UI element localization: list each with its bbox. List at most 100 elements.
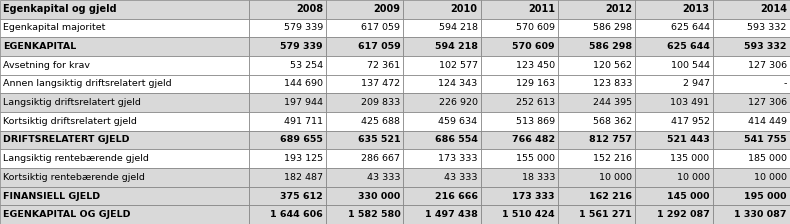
Text: 812 757: 812 757	[589, 136, 632, 144]
Text: Annen langsiktig driftsrelatert gjeld: Annen langsiktig driftsrelatert gjeld	[3, 80, 171, 88]
Bar	[635, 112, 713, 131]
Text: 586 298: 586 298	[589, 42, 632, 51]
Text: EGENKAPITAL OG GJELD: EGENKAPITAL OG GJELD	[3, 210, 130, 219]
Bar	[326, 93, 404, 112]
Bar	[0, 168, 249, 187]
Text: 1 561 271: 1 561 271	[579, 210, 632, 219]
Bar	[558, 187, 635, 205]
Text: 144 690: 144 690	[284, 80, 323, 88]
Bar	[635, 131, 713, 149]
Text: 124 343: 124 343	[438, 80, 478, 88]
Text: Egenkapital majoritet: Egenkapital majoritet	[3, 24, 106, 32]
Bar	[326, 205, 404, 224]
Bar	[404, 168, 481, 187]
Text: 216 666: 216 666	[435, 192, 478, 200]
Text: 617 059: 617 059	[361, 24, 401, 32]
Bar	[249, 37, 326, 56]
Text: 103 491: 103 491	[671, 98, 709, 107]
Text: 414 449: 414 449	[748, 117, 787, 126]
Text: 513 869: 513 869	[516, 117, 555, 126]
Text: Langsiktig driftsrelatert gjeld: Langsiktig driftsrelatert gjeld	[3, 98, 141, 107]
Text: 1 582 580: 1 582 580	[348, 210, 401, 219]
Text: 568 362: 568 362	[593, 117, 632, 126]
Bar	[0, 131, 249, 149]
Text: 195 000: 195 000	[744, 192, 787, 200]
Bar	[713, 75, 790, 93]
Bar	[0, 0, 249, 19]
Bar	[0, 149, 249, 168]
Text: 226 920: 226 920	[438, 98, 478, 107]
Bar	[0, 56, 249, 75]
Text: 173 333: 173 333	[513, 192, 555, 200]
Text: 162 216: 162 216	[589, 192, 632, 200]
Text: 53 254: 53 254	[290, 61, 323, 70]
Text: FINANSIELL GJELD: FINANSIELL GJELD	[3, 192, 100, 200]
Text: 617 059: 617 059	[358, 42, 401, 51]
Bar	[713, 19, 790, 37]
Text: 100 544: 100 544	[671, 61, 709, 70]
Text: 286 667: 286 667	[361, 154, 401, 163]
Bar	[635, 187, 713, 205]
Bar	[713, 56, 790, 75]
Bar	[404, 56, 481, 75]
Bar	[249, 56, 326, 75]
Text: 127 306: 127 306	[747, 61, 787, 70]
Text: 120 562: 120 562	[593, 61, 632, 70]
Text: 2009: 2009	[373, 4, 401, 14]
Text: 18 333: 18 333	[521, 173, 555, 182]
Bar	[558, 131, 635, 149]
Text: 123 450: 123 450	[516, 61, 555, 70]
Bar	[635, 75, 713, 93]
Bar	[713, 131, 790, 149]
Bar	[249, 187, 326, 205]
Bar	[481, 187, 558, 205]
Bar	[481, 0, 558, 19]
Text: 43 333: 43 333	[444, 173, 478, 182]
Bar	[404, 187, 481, 205]
Bar	[404, 19, 481, 37]
Text: 197 944: 197 944	[284, 98, 323, 107]
Text: EGENKAPITAL: EGENKAPITAL	[3, 42, 77, 51]
Bar	[249, 75, 326, 93]
Text: 593 332: 593 332	[747, 24, 787, 32]
Bar	[713, 205, 790, 224]
Bar	[558, 56, 635, 75]
Text: 375 612: 375 612	[280, 192, 323, 200]
Text: 2013: 2013	[683, 4, 709, 14]
Bar	[481, 56, 558, 75]
Bar	[713, 0, 790, 19]
Bar	[558, 205, 635, 224]
Bar	[0, 205, 249, 224]
Text: Kortsiktig rentebærende gjeld: Kortsiktig rentebærende gjeld	[3, 173, 145, 182]
Text: 2 947: 2 947	[683, 80, 709, 88]
Bar	[558, 75, 635, 93]
Bar	[558, 149, 635, 168]
Text: 102 577: 102 577	[438, 61, 478, 70]
Text: 625 644: 625 644	[671, 24, 709, 32]
Text: 1 510 424: 1 510 424	[502, 210, 555, 219]
Bar	[326, 0, 404, 19]
Text: 625 644: 625 644	[667, 42, 709, 51]
Text: 330 000: 330 000	[358, 192, 401, 200]
Text: 2014: 2014	[760, 4, 787, 14]
Text: 1 497 438: 1 497 438	[425, 210, 478, 219]
Text: 182 487: 182 487	[284, 173, 323, 182]
Bar	[635, 205, 713, 224]
Bar	[249, 19, 326, 37]
Text: 127 306: 127 306	[747, 98, 787, 107]
Bar	[0, 112, 249, 131]
Bar	[326, 112, 404, 131]
Bar	[0, 19, 249, 37]
Bar	[249, 205, 326, 224]
Bar	[558, 168, 635, 187]
Bar	[404, 75, 481, 93]
Bar	[0, 93, 249, 112]
Text: 689 655: 689 655	[280, 136, 323, 144]
Text: 123 833: 123 833	[592, 80, 632, 88]
Text: 459 634: 459 634	[438, 117, 478, 126]
Bar	[635, 37, 713, 56]
Bar	[635, 149, 713, 168]
Bar	[558, 19, 635, 37]
Text: 173 333: 173 333	[438, 154, 478, 163]
Bar	[404, 37, 481, 56]
